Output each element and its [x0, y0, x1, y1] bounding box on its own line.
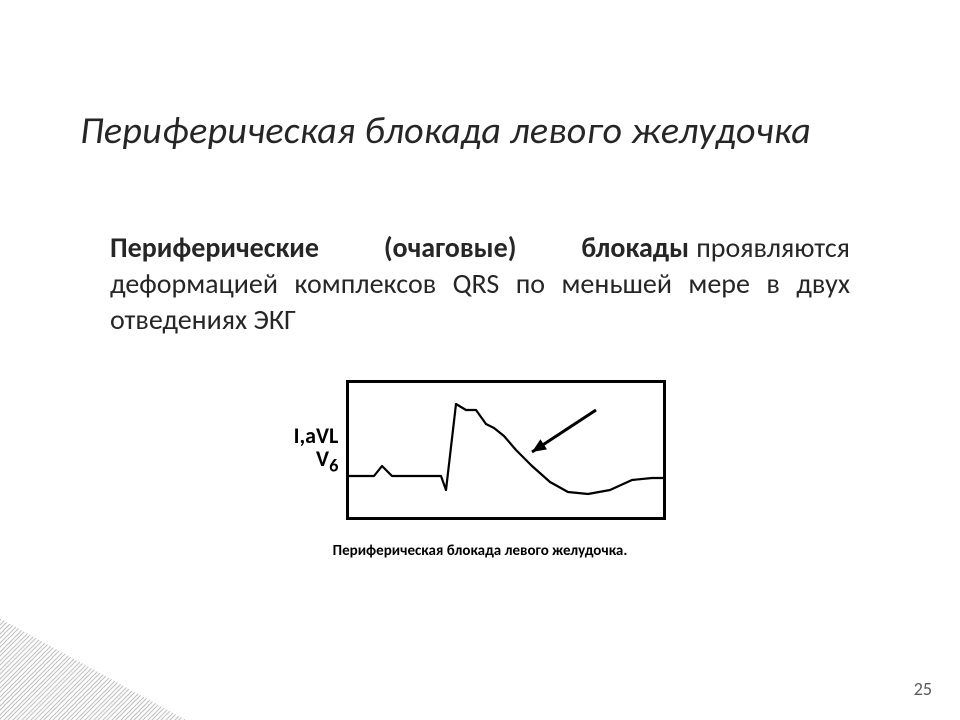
lead-sub: 6: [329, 455, 338, 477]
body-bold-2: (очаговые): [384, 230, 517, 265]
body-bold-1: Периферические: [110, 230, 319, 265]
slide-title: Периферическая блокада левого желудочка: [80, 108, 880, 154]
ecg-trace: [346, 380, 666, 520]
lead-line2: V: [316, 445, 329, 472]
ecg-figure: I,aVL V6 Периферическая блокада левого ж…: [0, 380, 960, 560]
lead-labels: I,aVL V6: [294, 424, 339, 477]
corner-decoration: [0, 612, 208, 720]
body-text: Периферические (очаговые) блокады проявл…: [110, 230, 850, 337]
body-bold-3: блокады: [581, 230, 689, 265]
page-number: 25: [914, 678, 932, 700]
figure-caption: Периферическая блокада левого желудочка.: [294, 542, 667, 560]
